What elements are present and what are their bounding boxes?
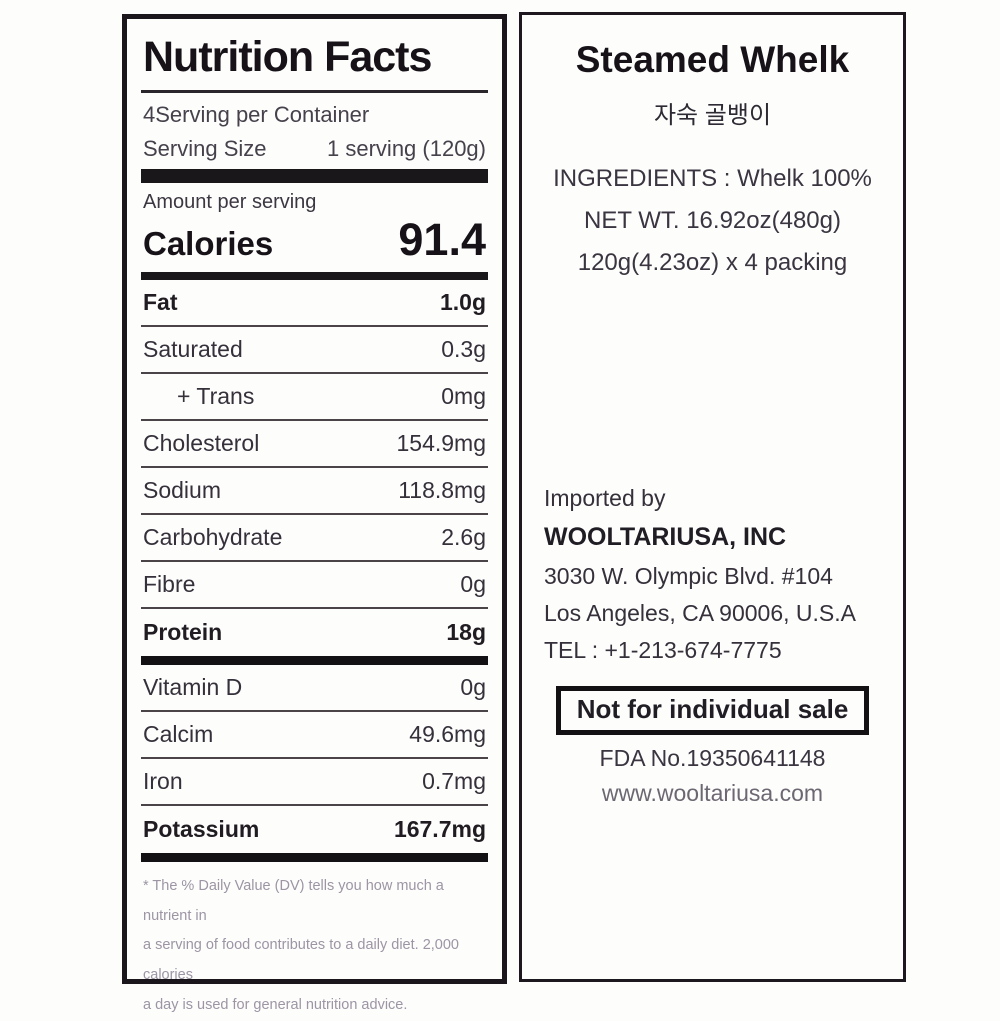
nutrient-row-protein: Protein 18g (141, 609, 488, 656)
product-title-korean: 자숙 골뱅이 (653, 102, 772, 129)
nutrient-value: 118.8mg (398, 477, 486, 503)
nutrient-value: 0.3g (441, 336, 486, 362)
not-for-individual-sale-box: Not for individual sale (555, 685, 870, 735)
nutrient-row-vitamin-d: Vitamin D 0g (141, 665, 488, 712)
nutrient-label: Fibre (143, 571, 196, 597)
nutrient-row-sodium: Sodium 118.8mg (141, 468, 488, 515)
nutrient-value: 0mg (441, 383, 486, 409)
nutrient-row-fat: Fat 1.0g (141, 280, 488, 327)
footnote-line: * The % Daily Value (DV) tells you how m… (143, 878, 444, 924)
ingredients-line: INGREDIENTS : Whelk 100% (553, 165, 872, 192)
nutrient-value: 0.7mg (422, 768, 486, 794)
importer-address-line1: 3030 W. Olympic Blvd. #104 (544, 562, 833, 589)
footnote-line: a day is used for general nutrition advi… (143, 996, 408, 1013)
divider-thick (141, 656, 488, 665)
nutrient-row-fibre: Fibre 0g (141, 562, 488, 609)
footnote-line: a serving of food contributes to a daily… (143, 937, 459, 984)
divider-thick (141, 853, 488, 862)
nutrient-label: Carbohydrate (143, 524, 283, 550)
nutrient-label: Potassium (143, 816, 260, 842)
calories-value: 91.4 (398, 214, 486, 265)
imported-by-label: Imported by (544, 485, 666, 511)
nutrient-row-saturated: Saturated 0.3g (141, 327, 488, 374)
nutrient-label: Fat (143, 289, 178, 315)
nutrient-row-trans: + Trans 0mg (141, 374, 488, 421)
divider-thick (141, 272, 488, 280)
calories-row: Calories 91.4 (141, 214, 488, 272)
serving-size-label: Serving Size (143, 136, 267, 161)
importer-block: Imported by WOOLTARIUSA, INC 3030 W. Oly… (532, 480, 893, 670)
nutrient-value: 49.6mg (409, 721, 486, 747)
divider-thick (141, 169, 488, 183)
nutrient-value: 18g (446, 619, 486, 645)
product-info-panel: Steamed Whelk 자숙 골뱅이 INGREDIENTS : Whelk… (519, 12, 906, 982)
servings-per-container: 4Serving per Container (143, 102, 370, 127)
nutrient-label: Calcim (143, 721, 214, 747)
nutrient-label: Vitamin D (143, 674, 243, 700)
nutrient-row-calcium: Calcim 49.6mg (141, 712, 488, 759)
product-details-block: INGREDIENTS : Whelk 100% NET WT. 16.92oz… (532, 158, 893, 284)
packing-line: 120g(4.23oz) x 4 packing (577, 249, 848, 276)
nutrient-row-carbohydrate: Carbohydrate 2.6g (141, 515, 488, 562)
serving-size-value: 1 serving (120g) (327, 136, 486, 161)
amount-per-serving-label: Amount per serving (143, 191, 317, 213)
nutrient-value: 1.0g (439, 289, 486, 315)
importer-name: WOOLTARIUSA, INC (544, 523, 787, 552)
product-title: Steamed Whelk (575, 39, 850, 80)
nutrient-value: 2.6g (441, 524, 486, 550)
nutrient-value: 0g (460, 571, 486, 597)
nutrient-label: Sodium (143, 477, 221, 503)
nutrient-value: 0g (460, 674, 486, 700)
calories-label: Calories (143, 225, 274, 262)
nutrient-label: Cholesterol (143, 430, 260, 456)
nutrient-value: 154.9mg (396, 430, 486, 456)
nutrient-label: + Trans (177, 383, 255, 409)
importer-tel: TEL : +1-213-674-7775 (544, 637, 782, 664)
nutrient-row-iron: Iron 0.7mg (141, 759, 488, 806)
nutrition-facts-panel: Nutrition Facts 4Serving per Container S… (122, 14, 507, 1013)
nutrition-facts-title: Nutrition Facts (141, 29, 488, 93)
nutrient-label: Saturated (143, 336, 243, 362)
nutrient-row-cholesterol: Cholesterol 154.9mg (141, 421, 488, 468)
fda-number: FDA No.19350641148 (599, 744, 826, 771)
serving-size-row: Serving Size 1 serving (120g) (141, 136, 488, 162)
nutrient-value: 167.7mg (393, 816, 486, 842)
importer-address-line2: Los Angeles, CA 90006, U.S.A (544, 600, 856, 626)
nutrient-label: Iron (143, 768, 183, 794)
nutrient-label: Protein (143, 619, 223, 645)
website-url: www.wooltariusa.com (601, 779, 824, 806)
nutrient-row-potassium: Potassium 167.7mg (141, 806, 488, 853)
net-weight-line: NET WT. 16.92oz(480g) (583, 207, 841, 234)
daily-value-footnote: * The % Daily Value (DV) tells you how m… (141, 872, 488, 1021)
